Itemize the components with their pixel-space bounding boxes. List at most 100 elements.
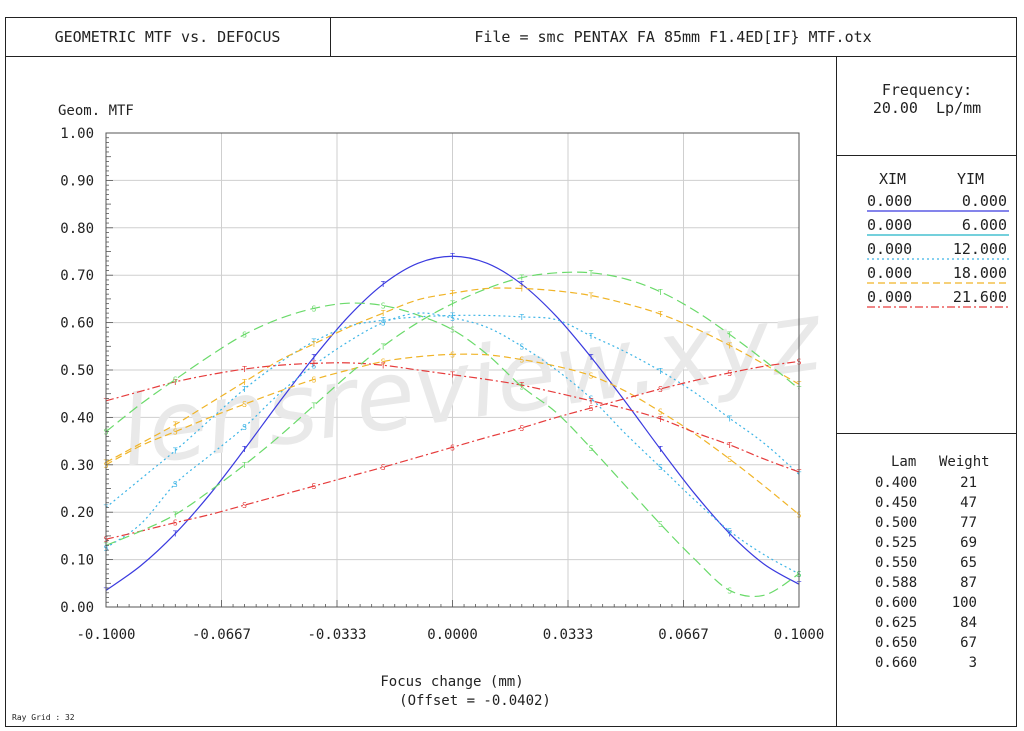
- series-marker: T: [727, 414, 732, 423]
- series-marker: S: [658, 385, 663, 394]
- frequency-box: Frequency: 20.00 Lp/mm: [837, 57, 1017, 156]
- field-y-value: 6.000: [961, 216, 1007, 234]
- series-marker: S: [173, 428, 178, 437]
- series-marker: T: [519, 274, 524, 283]
- series-marker: S: [173, 480, 178, 489]
- weight-value: 21: [960, 475, 977, 491]
- series-marker: T: [450, 300, 455, 309]
- y-tick-label: 0.60: [60, 316, 94, 332]
- x-tick-label: 0.0667: [658, 627, 709, 643]
- series-marker: S: [242, 330, 247, 339]
- y-tick-label: 0.80: [60, 221, 94, 237]
- series-marker: T: [727, 330, 732, 339]
- weight-header: Weight: [939, 454, 990, 470]
- axes: 0.00 0.10 0.20 0.30 0.40 0.50 0.60 0.70 0.80 0.90…: [60, 126, 824, 643]
- field-x-value: 0.000: [867, 264, 913, 282]
- wavelength-value: 0.650: [875, 635, 918, 651]
- series-marker: T: [589, 269, 594, 278]
- wavelength-value: 0.525: [875, 535, 918, 551]
- series-line: [105, 353, 800, 516]
- series-marker: S: [311, 361, 316, 370]
- series-line: [105, 360, 800, 540]
- y-tick-label: 0.40: [60, 410, 94, 426]
- series-marker: T: [450, 252, 455, 261]
- series-marker: S: [381, 463, 386, 472]
- wavelength-value: 0.400: [875, 475, 918, 491]
- series-marker: T: [173, 421, 178, 430]
- series-marker: T: [450, 311, 455, 320]
- wavelength-value: 0.600: [875, 595, 918, 611]
- series-marker: S: [727, 586, 732, 595]
- weight-value: 47: [960, 495, 977, 511]
- wavelength-row: 0.400 21: [875, 475, 1005, 493]
- series-marker: S: [450, 443, 455, 452]
- series-marker: T: [381, 342, 386, 351]
- wavelength-value: 0.450: [875, 495, 918, 511]
- series-line: [105, 287, 800, 463]
- series-marker: T: [658, 445, 663, 454]
- field-line-sample: [867, 282, 1009, 284]
- x-tick-label: 0.0333: [543, 627, 594, 643]
- series-marker: S: [381, 302, 386, 311]
- weight-value: 100: [951, 595, 977, 611]
- wavelength-value: 0.500: [875, 515, 918, 531]
- weight-value: 67: [960, 635, 977, 651]
- series-marker: T: [242, 461, 247, 470]
- series-marker: T: [658, 367, 663, 376]
- series-marker: S: [727, 369, 732, 378]
- series-marker: T: [311, 338, 316, 347]
- series-marker: S: [381, 357, 386, 366]
- series-marker: S: [242, 501, 247, 510]
- y-tick-label: 1.00: [60, 126, 94, 142]
- series-marker: T: [242, 385, 247, 394]
- x-tick-label: -0.1000: [76, 627, 135, 643]
- series-marker: T: [589, 332, 594, 341]
- field-line-sample: [867, 258, 1009, 260]
- wavelength-value: 0.625: [875, 615, 918, 631]
- series-marker: S: [242, 400, 247, 409]
- header-bar: GEOMETRIC MTF vs. DEFOCUS File = smc PEN…: [5, 17, 1017, 57]
- series-marker: T: [589, 397, 594, 406]
- series-marker: T: [658, 310, 663, 319]
- wavelength-value: 0.588: [875, 575, 918, 591]
- field-x-value: 0.000: [867, 216, 913, 234]
- series-marker: T: [173, 378, 178, 387]
- series-marker: S: [381, 319, 386, 328]
- field-y-value: 12.000: [952, 240, 1007, 258]
- series-marker: S: [727, 527, 732, 536]
- series-marker: T: [658, 288, 663, 297]
- frequency-value: 20.00 Lp/mm: [872, 99, 982, 117]
- y-tick-label: 0.50: [60, 363, 94, 379]
- series-marker: S: [519, 383, 524, 392]
- series-marker: S: [450, 314, 455, 323]
- field-y-value: 18.000: [952, 264, 1007, 282]
- series-marker: T: [242, 445, 247, 454]
- series-marker: T: [519, 381, 524, 390]
- series-marker: T: [589, 292, 594, 301]
- x-axis-label: Focus change (mm): [380, 674, 523, 690]
- weight-value: 3: [968, 655, 977, 671]
- y-tick-label: 0.00: [60, 600, 94, 616]
- frequency-label: Frequency:: [881, 81, 973, 99]
- series-marker: T: [311, 359, 316, 368]
- series-line: [105, 362, 800, 473]
- field-x-value: 0.000: [867, 240, 913, 258]
- series-marker: T: [311, 353, 316, 362]
- series-marker: T: [173, 530, 178, 539]
- series-marker: S: [658, 520, 663, 529]
- series-line: [105, 302, 800, 598]
- plot-border: [105, 132, 800, 608]
- y-tick-label: 0.90: [60, 173, 94, 189]
- series-marker: S: [242, 423, 247, 432]
- series-marker: S: [450, 350, 455, 359]
- field-legend-row: 0.000 6.000: [867, 216, 1009, 236]
- series-marker: S: [589, 444, 594, 453]
- series-marker: T: [727, 341, 732, 350]
- weight-value: 87: [960, 575, 977, 591]
- series-marker: S: [727, 455, 732, 464]
- x-tick-label: -0.0333: [307, 627, 366, 643]
- series-marker: T: [381, 316, 386, 325]
- series-marker: S: [589, 372, 594, 381]
- wavelength-table: Lam Weight 0.400 21 0.450 47 0.500 77 0.525 69 0…: [837, 434, 1017, 726]
- series-marker: S: [658, 463, 663, 472]
